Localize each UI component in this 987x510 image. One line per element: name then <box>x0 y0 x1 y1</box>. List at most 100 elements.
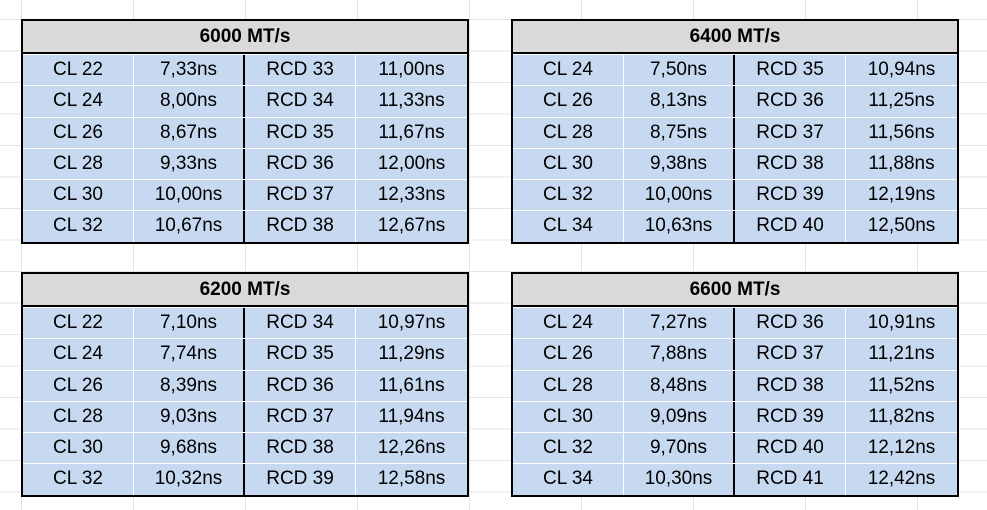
table-cell: 8,00ns <box>134 86 246 117</box>
table-cell: 8,39ns <box>134 370 246 401</box>
table-cell: RCD 36 <box>245 370 357 401</box>
table: 6000 MT/s CL 22 7,33ns RCD 33 11,00ns CL 24 8,… <box>21 19 469 244</box>
table-cell: RCD 37 <box>735 339 847 370</box>
table-cell: CL 24 <box>23 86 134 117</box>
table-cell: CL 22 <box>23 55 134 86</box>
table-cell: CL 24 <box>23 339 134 370</box>
table-cell: RCD 41 <box>735 464 847 495</box>
table-title: 6000 MT/s <box>23 21 467 54</box>
table-cell: 10,30ns <box>624 464 736 495</box>
table: 6400 MT/s CL 24 7,50ns RCD 35 10,94ns CL 26 8,… <box>511 19 959 244</box>
table-cell: CL 26 <box>23 117 134 148</box>
table-cell: 10,00ns <box>624 180 736 211</box>
table-cell: RCD 36 <box>735 86 847 117</box>
table-cell: 7,10ns <box>134 308 246 339</box>
table-cell: 9,38ns <box>624 148 736 180</box>
table-row: CL 22 7,10ns RCD 34 10,97ns <box>23 307 467 339</box>
table-cell: RCD 39 <box>245 464 357 495</box>
table-row: CL 26 8,39ns RCD 36 11,61ns <box>23 369 467 401</box>
table-cell: CL 24 <box>513 55 624 86</box>
table-cell: 9,09ns <box>624 401 736 433</box>
table-cell: CL 28 <box>23 148 134 180</box>
table-cell: 11,94ns <box>378 405 445 427</box>
table-row: CL 24 7,27ns RCD 36 10,91ns <box>513 307 957 339</box>
table-cell: 8,75ns <box>624 117 736 148</box>
table-cell: 7,50ns <box>624 55 736 86</box>
table-cell: RCD 38 <box>245 433 357 464</box>
table-cell: 11,67ns <box>378 121 445 143</box>
table-row: CL 32 10,32ns RCD 39 12,58ns <box>23 463 467 495</box>
table-row: CL 24 7,50ns RCD 35 10,94ns <box>513 54 957 86</box>
table-title: 6400 MT/s <box>513 21 957 54</box>
table-cell: 11,52ns <box>868 374 935 396</box>
table-row: CL 26 8,67ns RCD 35 11,67ns <box>23 116 467 148</box>
table-row: CL 30 9,09ns RCD 39 11,82ns <box>513 400 957 433</box>
table-cell: 10,91ns <box>867 312 936 333</box>
table-cell: CL 32 <box>513 433 624 464</box>
table-cell: 7,27ns <box>624 308 736 339</box>
table-cell: 8,67ns <box>134 117 246 148</box>
table-cell: 12,67ns <box>377 215 446 237</box>
table-cell: 12,58ns <box>377 468 446 490</box>
table-cell: RCD 36 <box>735 308 847 339</box>
table-cell: RCD 39 <box>735 180 847 211</box>
table-cell: RCD 37 <box>245 401 357 433</box>
table-row: CL 34 10,30ns RCD 41 12,42ns <box>513 463 957 495</box>
table-cell: CL 34 <box>513 211 624 242</box>
table-cell: 9,68ns <box>134 433 246 464</box>
table-cell: 7,88ns <box>624 339 736 370</box>
table-cell: 10,00ns <box>134 180 246 211</box>
table-row: CL 28 8,75ns RCD 37 11,56ns <box>513 116 957 148</box>
table-cell: RCD 40 <box>735 211 847 242</box>
table-cell: CL 30 <box>23 433 134 464</box>
table-cell: CL 34 <box>513 464 624 495</box>
table-cell: 12,33ns <box>377 184 446 206</box>
table-cell: 12,12ns <box>867 437 936 459</box>
table-row: CL 28 8,48ns RCD 38 11,52ns <box>513 369 957 401</box>
table-cell: 9,33ns <box>134 148 246 180</box>
table-row: CL 26 8,13ns RCD 36 11,25ns <box>513 85 957 117</box>
table-cell: CL 32 <box>23 211 134 242</box>
table-row: CL 24 8,00ns RCD 34 11,33ns <box>23 85 467 117</box>
table-cell: CL 26 <box>23 370 134 401</box>
table-cell: 11,00ns <box>378 59 445 80</box>
table-title: 6200 MT/s <box>23 274 467 307</box>
table-cell: RCD 38 <box>245 211 357 242</box>
table-row: CL 22 7,33ns RCD 33 11,00ns <box>23 54 467 86</box>
table-row: CL 30 9,68ns RCD 38 12,26ns <box>23 432 467 464</box>
table-cell: 10,32ns <box>134 464 246 495</box>
table-cell: 8,13ns <box>624 86 736 117</box>
table-cell: CL 22 <box>23 308 134 339</box>
table-cell: 12,19ns <box>867 184 936 206</box>
table-cell: CL 26 <box>513 86 624 117</box>
table-cell: RCD 34 <box>245 86 357 117</box>
table-title: 6600 MT/s <box>513 274 957 307</box>
table-cell: 12,42ns <box>867 468 936 490</box>
table-cell: CL 32 <box>513 180 624 211</box>
table-row: CL 28 9,33ns RCD 36 12,00ns <box>23 147 467 180</box>
table-cell: 10,97ns <box>377 312 446 333</box>
table-cell: CL 32 <box>23 464 134 495</box>
table-cell: CL 26 <box>513 339 624 370</box>
table-cell: CL 30 <box>513 148 624 180</box>
table-row: CL 30 9,38ns RCD 38 11,88ns <box>513 147 957 180</box>
table-cell: RCD 37 <box>735 117 847 148</box>
table: 6600 MT/s CL 24 7,27ns RCD 36 10,91ns CL 26 7,… <box>511 272 959 497</box>
table-cell: 7,74ns <box>134 339 246 370</box>
table-cell: 11,82ns <box>868 405 935 427</box>
table-cell: 11,25ns <box>868 90 935 112</box>
table-cell: RCD 34 <box>245 308 357 339</box>
table-row: CL 32 10,00ns RCD 39 12,19ns <box>513 179 957 211</box>
table-cell: 10,94ns <box>867 59 936 80</box>
table-cell: 7,33ns <box>134 55 246 86</box>
table-cell: 11,56ns <box>868 121 935 143</box>
table-cell: 8,48ns <box>624 370 736 401</box>
table-cell: CL 24 <box>513 308 624 339</box>
table-cell: 12,26ns <box>377 437 446 459</box>
table-cell: 10,63ns <box>624 211 736 242</box>
table-row: CL 30 10,00ns RCD 37 12,33ns <box>23 179 467 211</box>
table: 6200 MT/s CL 22 7,10ns RCD 34 10,97ns CL 24 7,… <box>21 272 469 497</box>
table-cell: 11,33ns <box>378 90 445 112</box>
table-cell: CL 28 <box>513 117 624 148</box>
